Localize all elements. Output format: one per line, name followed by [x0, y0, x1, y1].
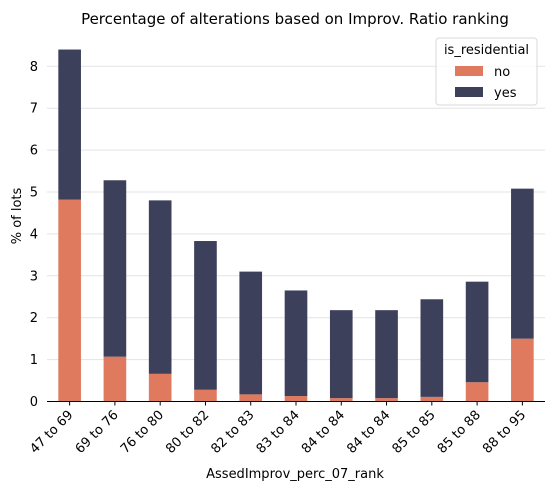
bar-no: [465, 382, 489, 402]
gridlines: [47, 65, 545, 361]
bar-yes: [58, 49, 81, 200]
x-tick-label: 69 to 76: [73, 408, 122, 457]
chart-title: Percentage of alterations based on Impro…: [81, 10, 509, 28]
x-tick-label: 84 to 84: [299, 408, 348, 457]
bar-no: [148, 373, 172, 402]
y-tick-label: 1: [30, 353, 38, 368]
x-tick-label: 85 to 88: [435, 408, 484, 457]
bar-yes: [148, 200, 172, 374]
x-axis-label: AssedImprov_perc_07_rank: [206, 467, 384, 482]
y-tick-label: 5: [30, 186, 38, 201]
bar-no: [329, 398, 353, 402]
x-tick-label: 85 to 85: [390, 408, 439, 457]
legend-swatch-no: [455, 66, 483, 76]
y-tick-label: 8: [30, 60, 38, 75]
bar-no: [103, 356, 127, 402]
legend-title: is_residential: [444, 43, 529, 58]
x-tick-label: 82 to 83: [208, 408, 257, 457]
bar-yes: [284, 290, 308, 397]
y-tick-label: 4: [30, 227, 38, 242]
bar-no: [239, 394, 263, 402]
x-tick-label: 76 to 80: [118, 408, 167, 457]
y-axis-label: % of lots: [10, 187, 25, 244]
bar-yes: [239, 271, 263, 395]
x-tick-label: 88 to 95: [480, 408, 529, 457]
legend-label-yes: yes: [494, 86, 517, 101]
y-tick-label: 2: [30, 311, 38, 326]
legend: is_residential no yes: [435, 37, 538, 106]
y-tick-label: 0: [30, 395, 38, 410]
x-tick-label: 84 to 84: [344, 408, 393, 457]
x-tick-label: 83 to 84: [254, 408, 303, 457]
legend-swatch-yes: [455, 87, 483, 97]
bar-yes: [194, 241, 217, 390]
bar-no: [58, 199, 81, 402]
bars: [58, 49, 534, 402]
bar-yes: [329, 310, 353, 399]
y-tick-label: 3: [30, 269, 38, 284]
bar-yes: [420, 299, 444, 397]
x-tick-label: 80 to 82: [163, 408, 212, 457]
y-tick-label: 6: [30, 144, 38, 159]
bar-yes: [511, 188, 534, 339]
legend-label-no: no: [494, 65, 510, 80]
bar-yes: [103, 180, 127, 357]
bar-yes: [375, 310, 398, 399]
bar-no: [194, 389, 217, 402]
y-axis: 0 1 2 3 4 5 6 7 8: [30, 60, 38, 410]
bar-no: [375, 398, 398, 402]
x-tick-label: 47 to 69: [27, 408, 76, 457]
bar-no: [284, 396, 308, 402]
bar-yes: [465, 281, 489, 383]
bar-no: [511, 338, 534, 402]
bar-no: [420, 396, 444, 402]
y-tick-label: 7: [30, 102, 38, 117]
